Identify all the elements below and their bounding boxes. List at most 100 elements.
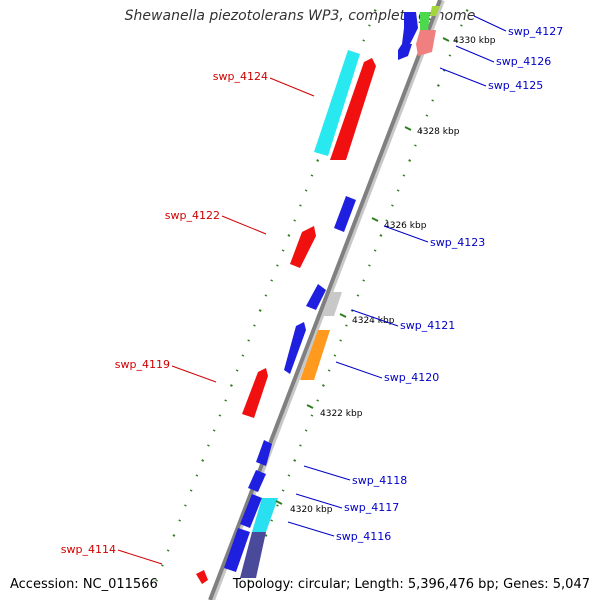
- minor-tick: [368, 264, 371, 267]
- minor-tick: [270, 519, 274, 522]
- minor-tick: [333, 354, 337, 357]
- minor-tick: [207, 444, 210, 447]
- scale-label-4330: 4330 kbp: [453, 36, 496, 46]
- gene-arrow-swp_4117-b[interactable]: [240, 494, 262, 528]
- gene-label-swp_4117[interactable]: swp_4117: [344, 501, 399, 514]
- minor-tick: [362, 39, 366, 42]
- minor-tick: [258, 309, 262, 312]
- gene-arrow-swp_4122-b[interactable]: [306, 284, 326, 310]
- gene-arrow-swp_4118[interactable]: [256, 440, 272, 466]
- gene-label-swp_4116[interactable]: swp_4116: [336, 530, 391, 543]
- gene-arrow-swp_4127-b[interactable]: [420, 12, 430, 32]
- minor-tick: [155, 579, 159, 582]
- gene-arrows-left-strand: [196, 50, 360, 584]
- minor-tick: [373, 9, 377, 12]
- minor-tick: [460, 24, 463, 27]
- leader-swp_4121: [351, 309, 399, 327]
- gene-arrow-swp_4120[interactable]: [300, 330, 330, 380]
- minor-tick: [189, 489, 193, 492]
- leader-swp_4117: [295, 493, 343, 509]
- leader-swp_4125: [439, 67, 487, 87]
- minor-tick: [373, 249, 377, 252]
- minor-tick: [253, 324, 256, 327]
- gene-arrow-swp_4124-right[interactable]: [330, 58, 376, 160]
- minor-tick: [304, 429, 308, 432]
- gene-arrow-swp_4126[interactable]: [416, 30, 436, 56]
- gene-arrow-swp_4116-b[interactable]: [240, 532, 266, 578]
- gene-label-swp_4121[interactable]: swp_4121: [400, 319, 455, 332]
- minor-tick: [241, 354, 245, 357]
- minor-tick: [310, 174, 314, 177]
- minor-tick: [281, 249, 285, 252]
- minor-tick: [293, 459, 297, 462]
- gene-arrow-swp_4114[interactable]: [196, 570, 208, 584]
- minor-tick: [235, 369, 239, 372]
- minor-tick: [356, 294, 360, 297]
- gene-label-swp_4122[interactable]: swp_4122: [165, 209, 220, 222]
- scale-label-4320: 4320 kbp: [290, 505, 333, 515]
- scale-tick-4324: [339, 313, 347, 318]
- minor-tick: [310, 414, 314, 417]
- gene-label-swp_4120[interactable]: swp_4120: [384, 371, 439, 384]
- minor-tick: [316, 399, 320, 402]
- map-title: Shewanella piezotolerans WP3, complete g…: [124, 8, 476, 24]
- minor-tick: [327, 369, 331, 372]
- minor-tick: [431, 99, 435, 102]
- leader-swp_4114: [117, 549, 163, 565]
- gene-arrow-swp_4124-left[interactable]: [314, 50, 360, 156]
- minor-tick: [454, 39, 458, 42]
- minor-tick: [414, 144, 417, 147]
- minor-tick: [299, 444, 302, 447]
- minor-tick: [396, 189, 400, 192]
- gene-arrow-swp_4119-b[interactable]: [284, 322, 306, 374]
- gene-label-swp_4125[interactable]: swp_4125: [488, 79, 543, 92]
- minor-tick: [408, 159, 412, 162]
- minor-ticks-right: [247, 9, 469, 582]
- gene-arrows-right-strand: [240, 6, 440, 578]
- minor-tick: [178, 519, 182, 522]
- gene-arrow-swp_4123[interactable]: [334, 196, 356, 232]
- scale-labels: 4330 kbp 4328 kbp 4326 kbp 4324 kbp 4322…: [290, 36, 496, 515]
- scale-label-4322: 4322 kbp: [320, 409, 363, 419]
- gene-label-swp_4127[interactable]: swp_4127: [508, 25, 563, 38]
- scale-label-4324: 4324 kbp: [352, 316, 395, 326]
- minor-tick: [229, 384, 233, 387]
- minor-tick: [442, 69, 446, 72]
- minor-tick: [339, 339, 343, 342]
- gene-arrow-swp_4116-left[interactable]: [224, 528, 250, 572]
- minor-tick: [402, 174, 406, 177]
- gene-label-swp_4124[interactable]: swp_4124: [213, 70, 268, 83]
- gene-arrow-swp_4122[interactable]: [290, 226, 316, 268]
- leader-lines-left: [117, 77, 315, 565]
- minor-tick: [287, 474, 291, 477]
- gene-arrow-swp_4125[interactable]: [398, 44, 412, 60]
- minor-tick: [448, 54, 452, 57]
- leader-swp_4122: [221, 215, 267, 235]
- gene-arrow-swp_4121[interactable]: [322, 292, 342, 316]
- gene-arrow-swp_4127[interactable]: [402, 12, 418, 44]
- scale-tick-4326: [371, 217, 379, 222]
- minor-tick: [281, 489, 285, 492]
- minor-tick: [299, 204, 302, 207]
- scale-tick-4330: [442, 37, 450, 42]
- minor-tick: [264, 294, 268, 297]
- gene-label-swp_4123[interactable]: swp_4123: [430, 236, 485, 249]
- gene-label-swp_4126[interactable]: swp_4126: [496, 55, 551, 68]
- leader-swp_4127: [473, 15, 507, 32]
- topology-text: Topology: circular; Length: 5,396,476 bp…: [232, 577, 590, 592]
- gene-label-swp_4114[interactable]: swp_4114: [61, 543, 116, 556]
- minor-tick: [212, 429, 216, 432]
- leader-swp_4123: [383, 225, 429, 243]
- gene-arrow-swp_4116[interactable]: [252, 498, 278, 532]
- minor-tick: [436, 84, 440, 87]
- minor-tick: [385, 219, 389, 222]
- gene-label-swp_4118[interactable]: swp_4118: [352, 474, 407, 487]
- gene-label-swp_4119[interactable]: swp_4119: [115, 358, 170, 371]
- minor-tick: [391, 204, 394, 207]
- gene-arrow-swp_4125-b[interactable]: [430, 6, 440, 16]
- gene-arrow-swp_4119[interactable]: [242, 368, 268, 418]
- accession-text: Accession: NC_011566: [10, 577, 158, 592]
- gene-arrow-swp_4117[interactable]: [248, 470, 266, 492]
